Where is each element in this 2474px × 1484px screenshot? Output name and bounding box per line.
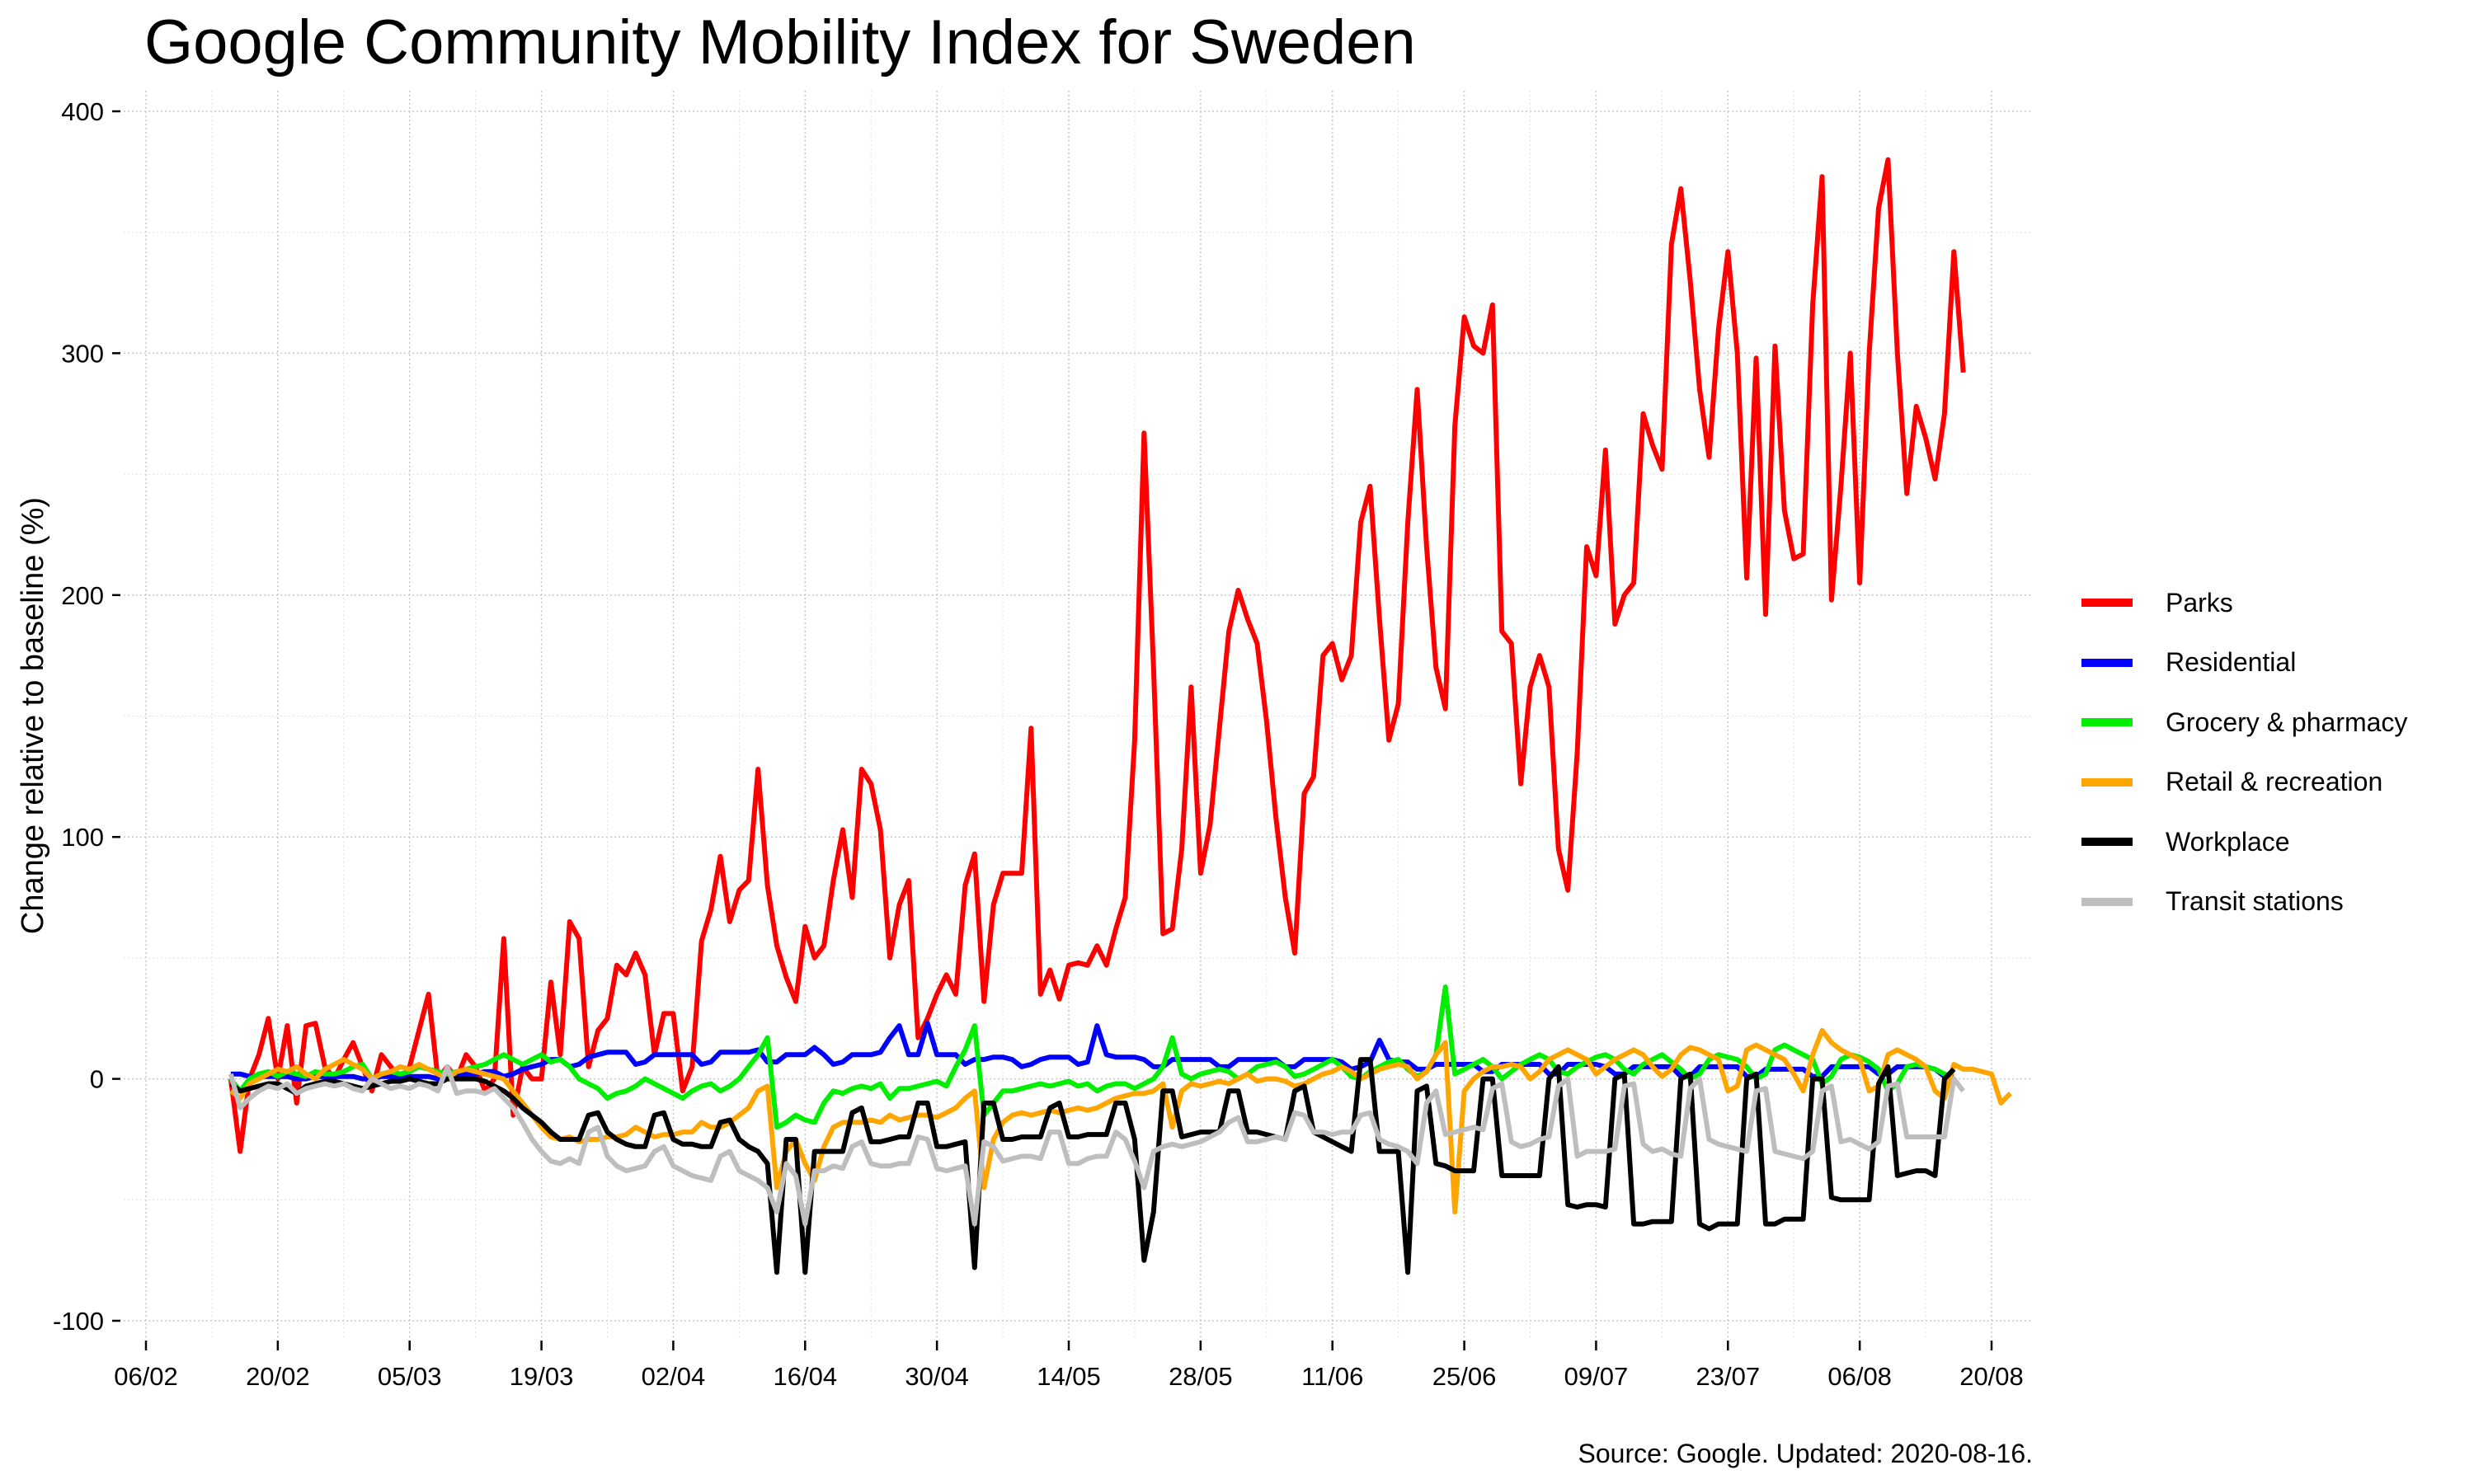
y-tick-label: -100 <box>53 1307 104 1336</box>
x-tick-label: 25/06 <box>1432 1362 1497 1391</box>
y-tick-label: 400 <box>61 97 104 126</box>
legend-item: Workplace <box>2070 812 2407 872</box>
legend: Parks Residential Grocery & pharmacy Retail… <box>2070 573 2407 932</box>
x-tick-label: 09/07 <box>1564 1362 1629 1391</box>
x-tick-label: 11/06 <box>1301 1362 1363 1391</box>
legend-label: Grocery & pharmacy <box>2166 707 2408 737</box>
legend-item: Parks <box>2070 573 2407 633</box>
x-tick-label: 20/08 <box>1959 1362 2024 1391</box>
x-tick-label: 19/03 <box>510 1362 574 1391</box>
series-line-parks <box>228 157 1966 1154</box>
series-line-grocery-pharmacy <box>228 984 1955 1130</box>
chart-title: Google Community Mobility Index for Swed… <box>144 7 1416 77</box>
series-line-transit-stations <box>228 1064 1966 1227</box>
legend-item: Residential <box>2070 633 2407 693</box>
legend-label: Workplace <box>2166 826 2290 857</box>
legend-label: Parks <box>2166 587 2233 618</box>
legend-key-swatch <box>2081 658 2133 667</box>
x-tick-label: 14/05 <box>1037 1362 1101 1391</box>
legend-item: Grocery & pharmacy <box>2070 693 2407 753</box>
x-tick-label: 30/04 <box>905 1362 969 1391</box>
y-axis-label: Change relative to baseline (%) <box>16 497 50 934</box>
x-tick-label: 06/08 <box>1827 1362 1892 1391</box>
y-tick-label: 0 <box>90 1065 104 1094</box>
x-tick-label: 16/04 <box>773 1362 837 1391</box>
legend-key-swatch <box>2081 777 2133 787</box>
y-tick-label: 200 <box>61 581 104 610</box>
source-annotation: Source: Google. Updated: 2020-08-16. <box>1578 1439 2033 1468</box>
legend-key-swatch <box>2081 599 2133 608</box>
legend-item: Retail & recreation <box>2070 753 2407 813</box>
x-tick-label: 05/03 <box>378 1362 442 1391</box>
x-tick-label: 20/02 <box>246 1362 310 1391</box>
series-lines <box>228 157 2012 1275</box>
series-line-workplace <box>228 1057 1956 1275</box>
legend-key-swatch <box>2081 718 2133 727</box>
legend-key-swatch <box>2081 838 2133 847</box>
legend-label: Residential <box>2166 647 2297 678</box>
legend-label: Transit stations <box>2166 886 2344 917</box>
x-tick-label: 06/02 <box>114 1362 178 1391</box>
legend-item: Transit stations <box>2070 872 2407 932</box>
x-tick-label: 28/05 <box>1169 1362 1233 1391</box>
x-tick-label: 23/07 <box>1696 1362 1760 1391</box>
x-tick-label: 02/04 <box>642 1362 706 1391</box>
legend-label: Retail & recreation <box>2166 767 2383 797</box>
y-tick-label: 100 <box>61 823 104 852</box>
axes: -100 0 100 200 300 400 06/02 20/02 05/03 19/03 02/… <box>53 97 2024 1391</box>
series-line-residential <box>230 1021 1954 1082</box>
y-tick-label: 300 <box>61 339 104 368</box>
legend-key-swatch <box>2081 897 2133 906</box>
